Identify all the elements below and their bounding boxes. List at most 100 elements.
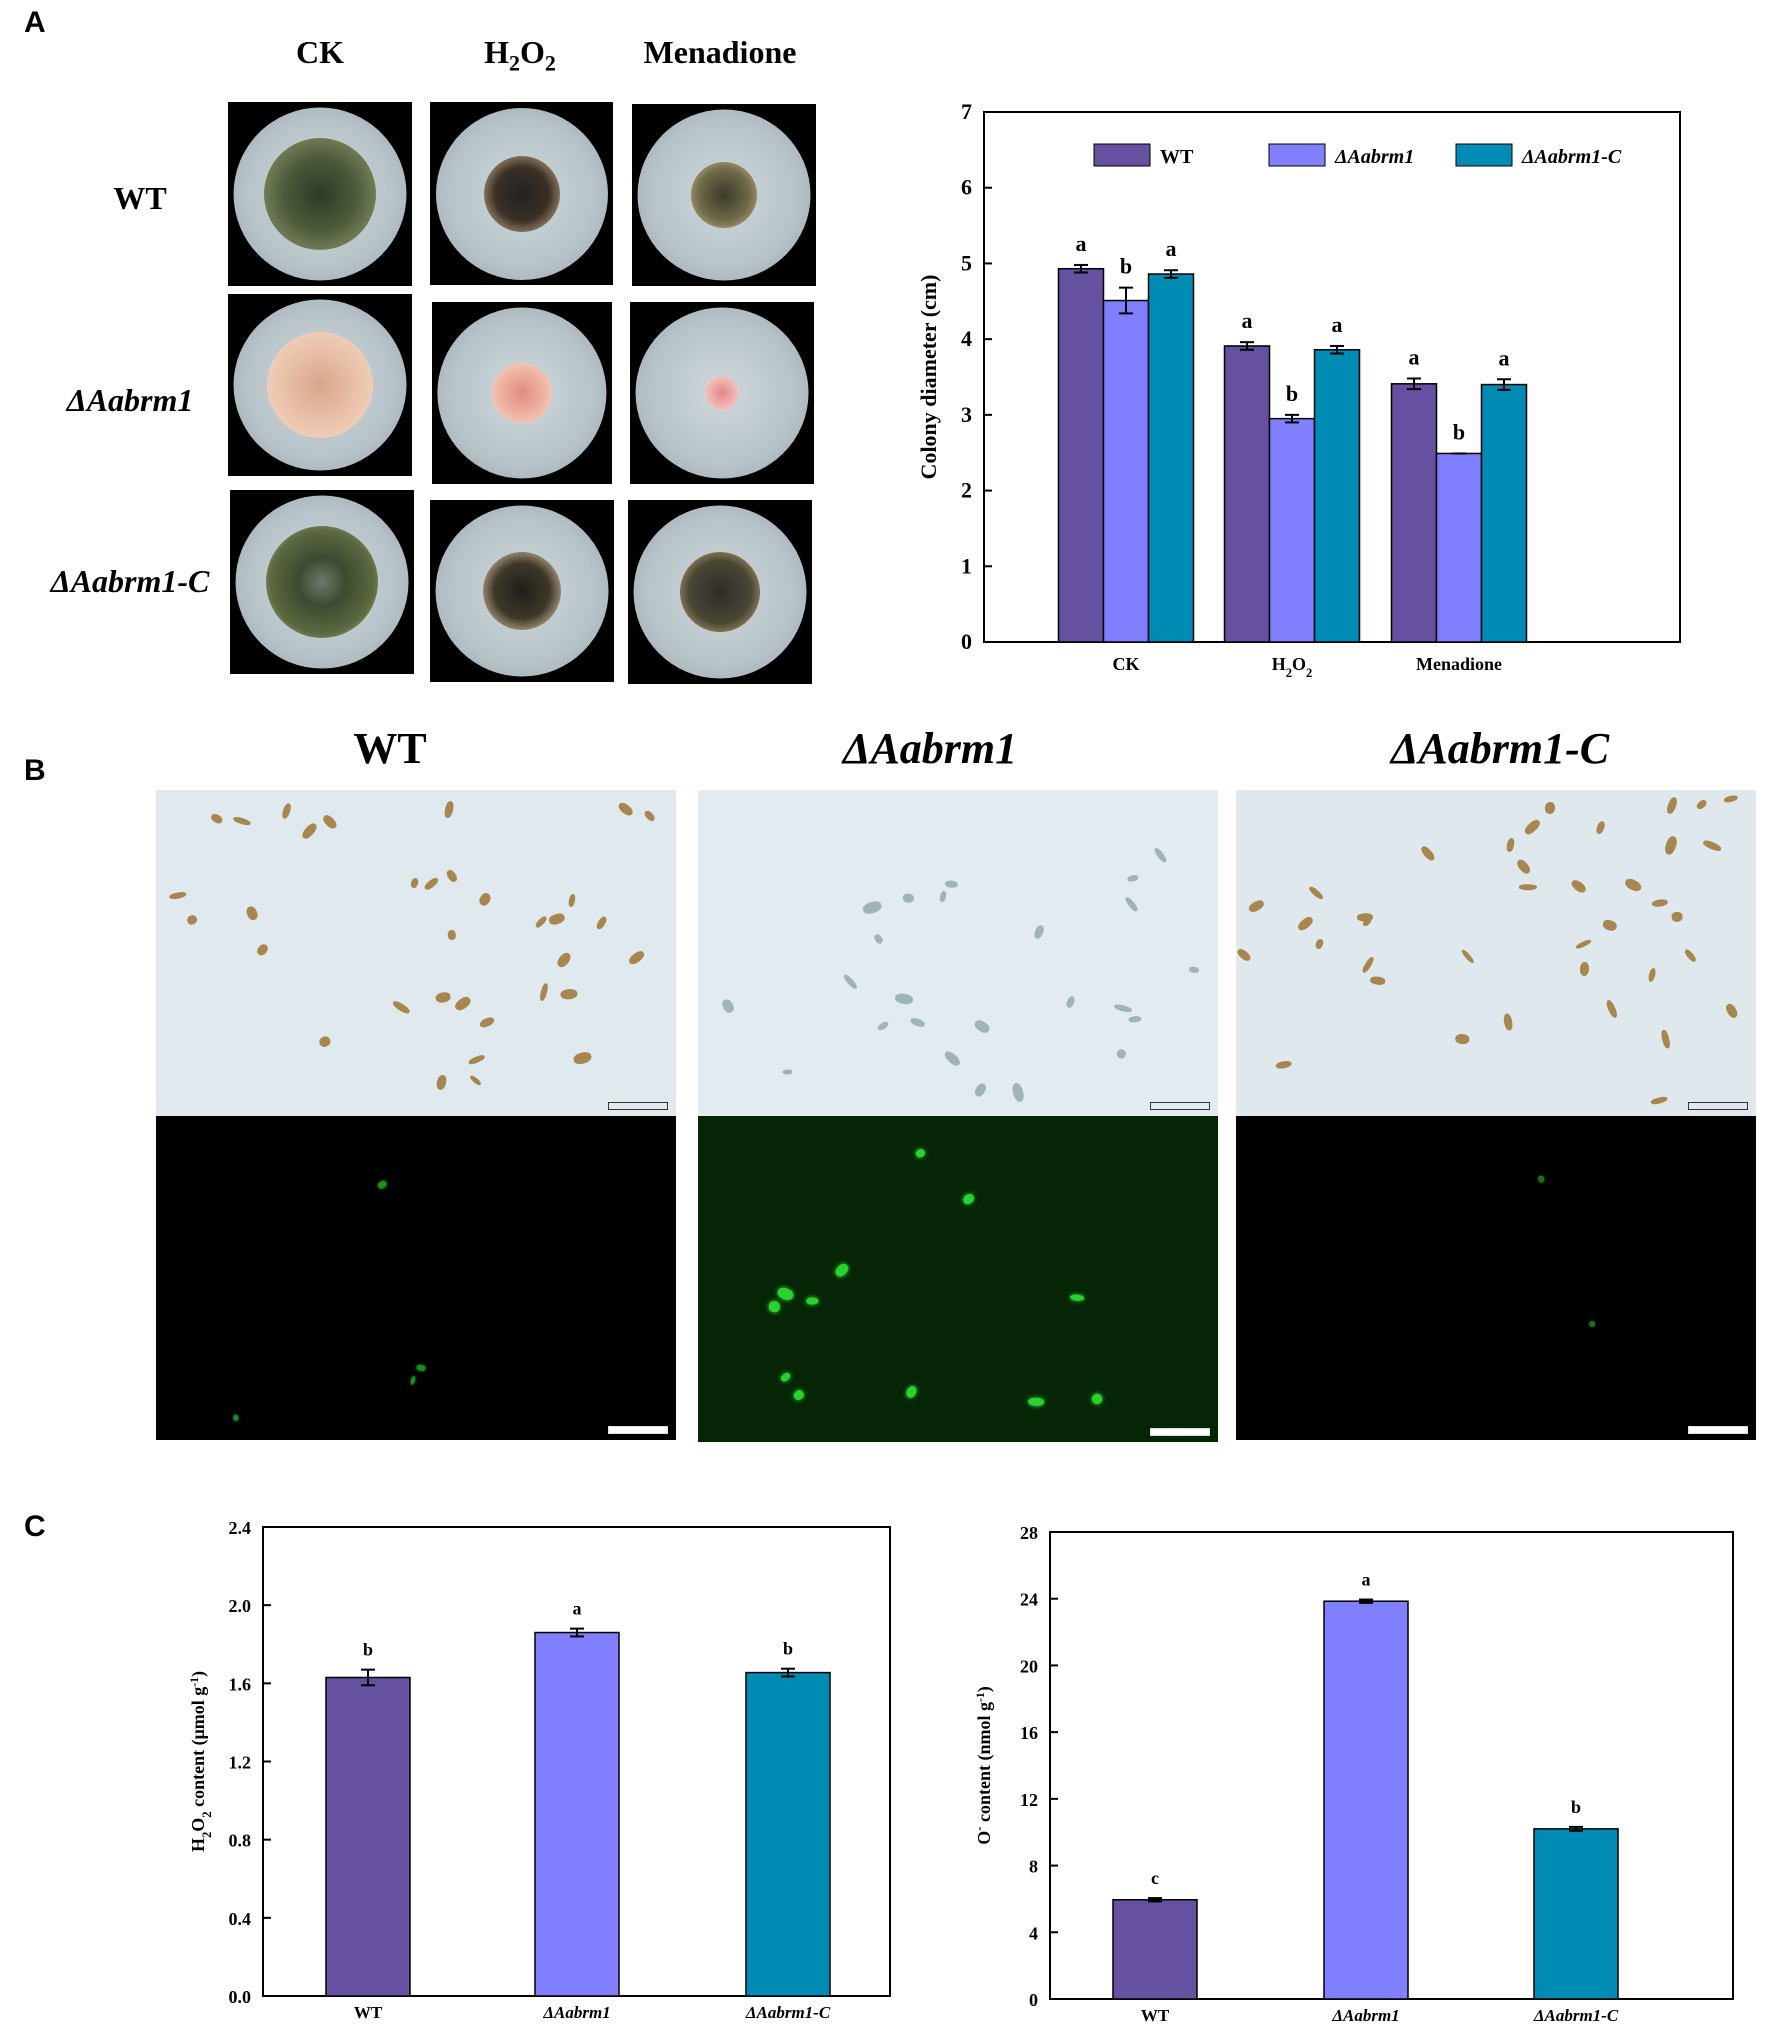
conidium: [244, 905, 260, 923]
significance-letter: a: [1362, 1570, 1371, 1590]
conidium: [1651, 898, 1669, 908]
bar: [1112, 1899, 1198, 2000]
scale-bar: [1150, 1102, 1210, 1110]
fluorescent-conidium: [376, 1179, 388, 1191]
fluorescence-image-wt: [156, 1116, 676, 1440]
conidium: [902, 892, 915, 903]
fluorescent-conidium: [1070, 1293, 1085, 1302]
conidium: [1575, 938, 1593, 951]
plate-mutant-ck: [228, 294, 412, 476]
conidium: [468, 1053, 487, 1066]
y-tick-label: 8: [1029, 1857, 1038, 1877]
conidium: [1129, 1015, 1143, 1023]
y-tick-label: 0: [961, 629, 972, 654]
legend-entry: ΔAabrm1: [1334, 146, 1414, 168]
conidium: [876, 1020, 891, 1033]
bar: [1057, 267, 1105, 643]
brightfield-image-complement: [1236, 790, 1756, 1116]
brightfield-image-wt: [156, 790, 676, 1116]
plate-complement-h2o2: [430, 500, 614, 682]
significance-letter: b: [1453, 419, 1465, 444]
significance-letter: a: [1076, 231, 1087, 256]
conidium: [782, 1069, 793, 1075]
x-tick-label: Menadione: [1416, 654, 1502, 674]
conidium: [594, 914, 609, 931]
conidium: [1115, 1047, 1128, 1060]
conidium: [1236, 946, 1252, 963]
conidium: [1569, 877, 1589, 895]
superoxide-content-chart: 0 4 8 12 16 20 24 28 O- content (nmol g-1) c WT a ΔA…: [972, 1523, 1734, 2025]
conidium: [627, 948, 647, 967]
conidium: [1522, 817, 1542, 836]
x-tick-label: ΔAabrm1: [542, 2003, 610, 2022]
legend-swatch: [1268, 143, 1326, 167]
y-axis-label: H2O2 content (μmol g-1): [188, 1671, 215, 1852]
conidium: [1579, 961, 1590, 977]
legend-entry: ΔAabrm1-C: [1521, 146, 1622, 168]
bar: [1313, 348, 1361, 643]
conidium: [1032, 924, 1046, 941]
conidium: [1360, 956, 1376, 975]
y-tick-label: 1.2: [229, 1753, 252, 1773]
conidium: [1671, 911, 1683, 922]
conidium: [872, 933, 885, 946]
y-tick-label: 3: [961, 402, 972, 427]
conidium: [1647, 967, 1657, 983]
conidium: [1065, 995, 1077, 1009]
conidium: [232, 815, 252, 827]
conidium: [555, 950, 574, 970]
scale-bar: [608, 1426, 668, 1434]
conidium: [1694, 798, 1709, 812]
conidium: [861, 899, 884, 916]
micro-col-header-mutant: ΔAabrm1: [842, 724, 1018, 773]
bar: [1480, 383, 1528, 643]
conidium: [452, 994, 473, 1013]
bar: [1223, 345, 1271, 643]
conidium: [894, 992, 914, 1005]
y-tick-label: 24: [1020, 1590, 1038, 1610]
bar: [1323, 1600, 1409, 2000]
conidium: [560, 988, 579, 1000]
conidium: [1295, 914, 1315, 933]
conidium: [1153, 847, 1169, 864]
x-tick-label: ΔAabrm1: [1331, 2006, 1399, 2025]
y-tick-label: 20: [1020, 1656, 1038, 1676]
plate-wt-menadione: [632, 104, 816, 286]
y-tick-label: 0: [1029, 1990, 1038, 2010]
conidium: [1010, 1082, 1026, 1104]
y-tick-label: 2.4: [229, 1518, 252, 1538]
y-tick-label: 0.4: [229, 1909, 252, 1929]
fluorescent-conidium: [1089, 1392, 1104, 1406]
y-tick-label: 2: [961, 478, 972, 503]
fluorescent-conidium: [904, 1384, 919, 1399]
plate-row-label-mutant: ΔAabrm1: [66, 382, 194, 418]
scale-bar: [1688, 1102, 1748, 1110]
x-tick-label: ΔAabrm1-C: [1533, 2006, 1619, 2025]
conidium: [572, 1050, 593, 1066]
bar: [1102, 299, 1150, 643]
x-tick-label: WT: [354, 2003, 383, 2022]
conidium: [1622, 876, 1643, 894]
y-tick-label: 7: [961, 99, 972, 124]
conidium: [942, 1048, 963, 1068]
significance-letter: a: [1499, 345, 1510, 370]
conidium: [547, 912, 566, 927]
conidium: [973, 1081, 989, 1098]
bar: [1435, 452, 1483, 643]
legend-swatch: [1093, 143, 1151, 167]
conidium: [185, 912, 199, 926]
y-tick-label: 12: [1020, 1790, 1038, 1810]
fluorescent-conidium: [792, 1389, 806, 1402]
fluorescent-conidium: [768, 1300, 781, 1313]
y-tick-label: 16: [1020, 1723, 1038, 1743]
fluorescent-conidium: [1536, 1174, 1545, 1183]
y-axis-label: O- content (nmol g-1): [972, 1686, 995, 1844]
fluorescent-conidium: [415, 1364, 427, 1372]
plate-col-header-menadione: Menadione: [643, 34, 797, 70]
significance-letter: a: [1332, 312, 1343, 337]
conidium: [1649, 1095, 1668, 1106]
conidium: [1595, 820, 1607, 836]
conidium: [1113, 1003, 1133, 1014]
fluorescent-conidium: [915, 1147, 927, 1159]
conidium: [444, 867, 459, 884]
